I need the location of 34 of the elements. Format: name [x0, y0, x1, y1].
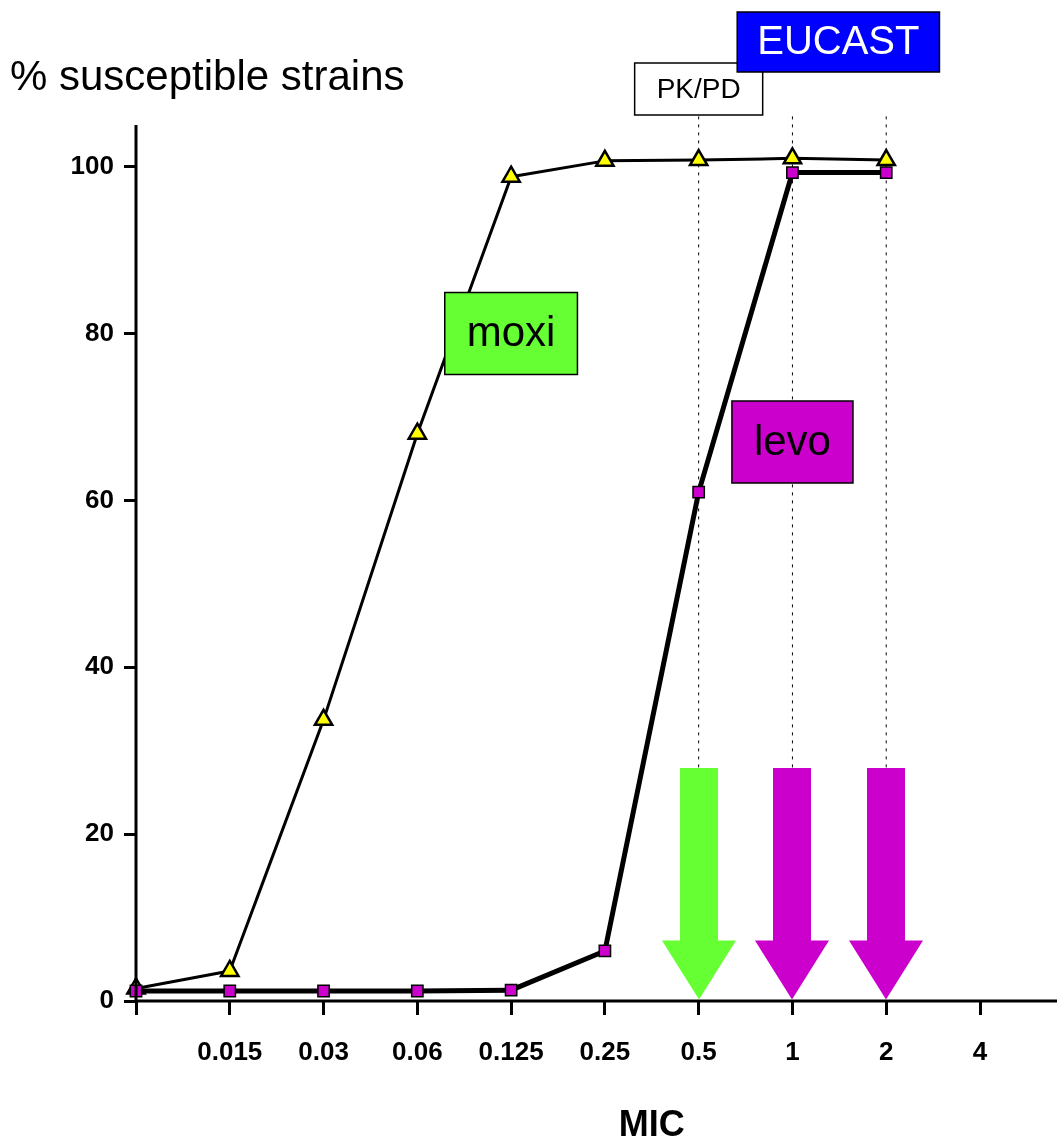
point	[313, 708, 334, 727]
series-label: levo	[753, 416, 831, 464]
x-tick-label: 0.5	[680, 1035, 717, 1066]
x-tick-label: 4	[972, 1035, 988, 1066]
x-tick-label: 0.25	[579, 1035, 631, 1066]
y-tick-label: 100	[70, 149, 114, 180]
point	[594, 149, 615, 168]
y-tick-label: 40	[85, 650, 114, 681]
y-tick-label: 80	[85, 316, 114, 347]
text: EUCAST	[757, 18, 920, 63]
point	[501, 165, 522, 183]
point	[223, 984, 237, 998]
y-axis-title: % susceptible strains	[10, 51, 405, 99]
point	[407, 422, 428, 440]
point	[317, 984, 330, 998]
point	[782, 147, 803, 165]
point	[504, 983, 518, 997]
x-tick-label: 2	[878, 1035, 894, 1066]
x-tick-label: 0.125	[478, 1035, 544, 1066]
y-tick-label: 60	[85, 483, 114, 514]
y-tick-label: 20	[85, 817, 114, 848]
point	[410, 984, 424, 998]
y-tick-label: 0	[99, 984, 114, 1015]
x-tick-label: 0.06	[392, 1035, 443, 1066]
point	[692, 485, 706, 499]
point	[598, 944, 612, 958]
ref-line-label: PK/PD	[656, 72, 741, 104]
x-tick-label: 1	[785, 1035, 800, 1066]
point	[688, 148, 709, 167]
x-tick-label: 0.03	[298, 1035, 349, 1066]
x-tick-label: 0.015	[197, 1035, 263, 1066]
point	[876, 148, 897, 167]
x-axis-title: MIC	[618, 1102, 685, 1144]
series-label: moxi	[466, 308, 556, 356]
